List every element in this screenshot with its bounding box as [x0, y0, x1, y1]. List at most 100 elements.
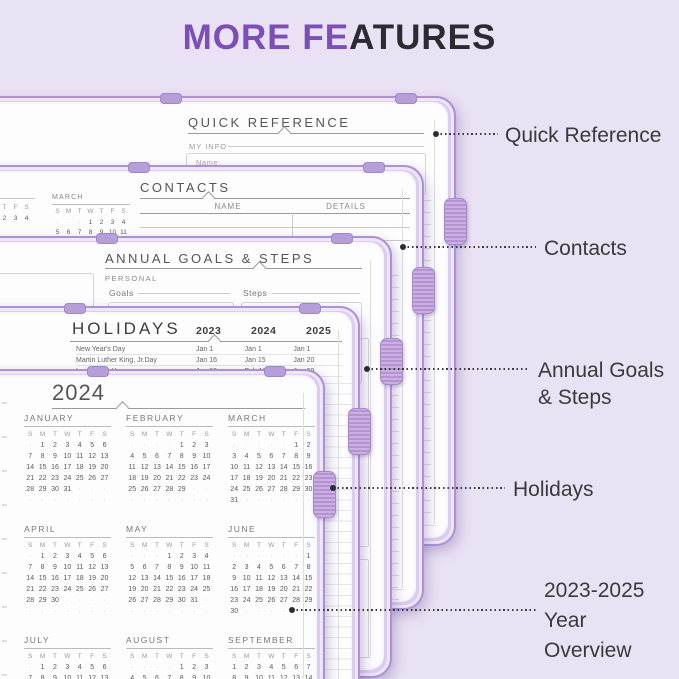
day-cell: 9 — [179, 564, 184, 571]
day-cell: 2 — [179, 553, 184, 560]
elastic-band-tab — [160, 93, 182, 104]
holiday-year: 2024 — [251, 325, 277, 337]
day-cell: 16 — [304, 464, 313, 471]
day-cell: · — [155, 664, 159, 671]
year-overview-page: 2024 JANUARY S M T W T F S · 1 2 3 4 5 6 7 8 9 10 11 12 13 14 1… — [0, 375, 317, 679]
day-cell: · — [245, 553, 248, 560]
day-cell: 14 — [26, 464, 35, 471]
week-row: 21 22 23 24 25 26 27 — [24, 473, 111, 484]
day-cell: 10 — [63, 564, 72, 571]
day-cell: 31 — [190, 597, 199, 604]
day-cell: 11 — [120, 229, 127, 236]
day-cell: 13 — [153, 464, 161, 471]
day-cell: 1 — [306, 553, 311, 560]
day-cell: 17 — [242, 586, 251, 593]
elastic-band-tab — [363, 162, 385, 173]
day-cell: 26 — [267, 597, 276, 604]
weekday-label: W — [87, 208, 94, 215]
day-cell: 19 — [255, 475, 263, 482]
week-row: · · · · · 1 2 — [228, 440, 315, 451]
day-cell: 2 — [232, 564, 237, 571]
day-cell: 3 — [65, 664, 70, 671]
day-cell: · — [143, 553, 146, 560]
day-cell: · — [143, 497, 146, 504]
mini-month-september: SEPTEMBERSMTWTFS123456789101112131415161… — [228, 635, 315, 679]
day-cell: 15 — [38, 575, 47, 582]
day-cell: 23 — [177, 586, 186, 593]
day-cell: 7 — [28, 564, 33, 571]
holiday-date: Jan 1 — [244, 345, 262, 353]
day-cell: 21 — [165, 475, 174, 482]
day-cell: 15 — [165, 575, 174, 582]
week-row: 8 9 10 11 12 13 14 — [228, 673, 315, 679]
weekday-label: W — [166, 653, 173, 660]
month-name: MARCH — [52, 194, 130, 205]
weekday-label: T — [281, 653, 286, 660]
day-cell: 1 — [232, 664, 237, 671]
day-cell: 23 — [51, 586, 59, 593]
day-cell: 5 — [90, 664, 95, 671]
day-cell: 7 — [28, 453, 33, 460]
weekday-label: T — [52, 542, 57, 549]
day-cell: 1 — [179, 664, 184, 671]
day-cell: · — [192, 608, 196, 615]
weekday-label: T — [281, 431, 286, 438]
day-cell: 6 — [155, 453, 159, 460]
weekday-label: F — [90, 542, 95, 549]
mini-month-february: FEBRUARY S M T W T F S · · · · 1 2 3 4 5 6 7 8 9 10 11 12 13 14 15… — [126, 413, 213, 506]
week-row: 17 18 19 20 21 22 23 — [228, 473, 315, 484]
weekday-label: M — [243, 542, 250, 549]
day-cell: 30 — [230, 608, 239, 615]
day-cell: 25 — [202, 586, 211, 593]
day-cell: 6 — [294, 664, 299, 671]
table-row-line — [140, 227, 410, 228]
day-cell: 26 — [88, 475, 97, 482]
week-row: 9 10 11 12 13 14 15 — [228, 573, 315, 584]
page-edge-ticks — [2, 387, 7, 679]
day-cell: · — [29, 497, 32, 504]
day-cell: · — [233, 553, 236, 560]
leader-year-overview — [289, 607, 536, 613]
day-cell: 28 — [153, 597, 161, 604]
day-cell: 20 — [279, 586, 288, 593]
day-cell: 1 — [88, 218, 93, 226]
day-cell: · — [245, 608, 248, 615]
day-cell: 25 — [255, 597, 263, 604]
holiday-name: Martin Luther King, Jr.Day — [76, 356, 157, 364]
week-row: 12 13 14 15 16 17 18 — [126, 573, 213, 584]
day-cell: · — [270, 608, 273, 615]
day-cell: · — [205, 597, 208, 604]
pen-loop — [412, 267, 435, 314]
weekday-label: S — [102, 653, 107, 660]
day-cell: · — [29, 608, 32, 615]
pen-loop — [313, 471, 336, 518]
month-name: APRIL — [24, 524, 111, 538]
weekday-label: T — [179, 653, 184, 660]
day-cell: · — [245, 442, 248, 449]
elastic-band-tab — [299, 303, 321, 314]
day-cell: 13 — [100, 675, 109, 679]
day-cell: 13 — [267, 464, 276, 471]
weekday-label: T — [256, 653, 261, 660]
weekday-label: S — [24, 204, 29, 211]
day-cell: 2 — [53, 664, 57, 671]
day-cell: · — [294, 608, 298, 615]
month-name: AUGUST — [126, 635, 213, 649]
day-cell: 8 — [88, 229, 93, 236]
day-cell: 2 — [2, 214, 7, 222]
day-cell: 5 — [90, 442, 95, 449]
mini-month-august: AUGUSTSMTWTFS····12345678910111213141516… — [126, 635, 213, 679]
day-cell: 25 — [75, 586, 84, 593]
weekday-label: T — [77, 653, 82, 660]
weekday-label: T — [256, 542, 261, 549]
day-cell: 31 — [63, 486, 72, 493]
pen-loop — [380, 338, 403, 385]
callout-year-overview: 2023-2025 Year Overview — [544, 579, 645, 662]
day-cell: 22 — [165, 586, 174, 593]
elastic-band-tab — [395, 93, 417, 104]
